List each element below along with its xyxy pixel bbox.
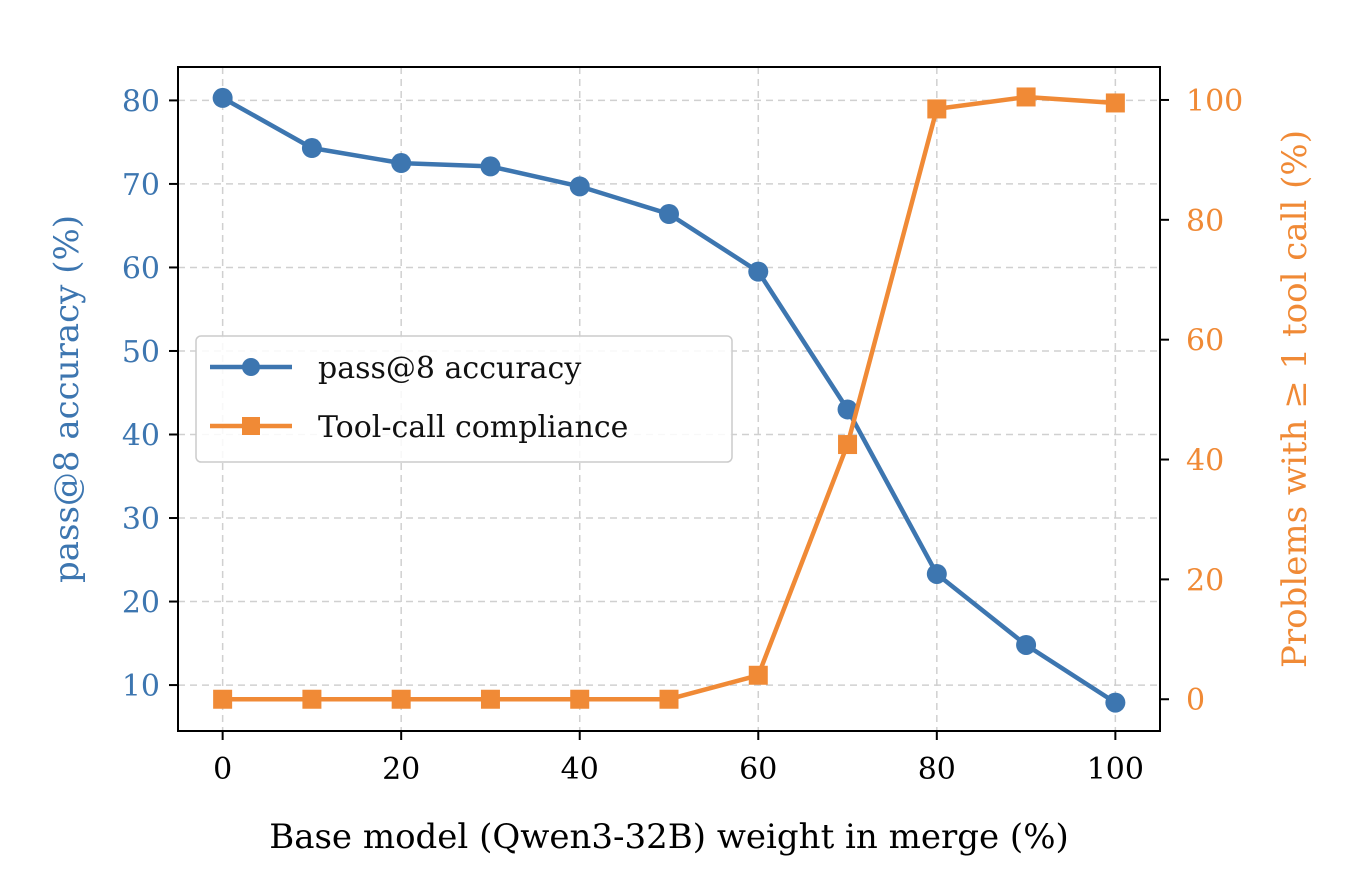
data-point-compliance	[838, 435, 858, 455]
left-y-tick-label: 60	[122, 251, 160, 286]
data-point-accuracy	[212, 87, 233, 108]
data-point-compliance	[1016, 87, 1036, 107]
x-tick-label: 40	[561, 752, 599, 787]
x-tick-label: 0	[213, 752, 232, 787]
data-point-accuracy	[926, 563, 947, 584]
x-tick-label: 60	[739, 752, 777, 787]
axis-ticks: 0 20 40 60 80 100 10 20 30 40 50 60 70 80 0 20 40 60 80 100	[122, 84, 1243, 787]
plot-area-frame	[177, 66, 1161, 732]
data-point-compliance	[480, 689, 500, 709]
left-y-tick-label: 30	[122, 502, 160, 537]
right-y-tick-label: 40	[1186, 444, 1224, 479]
legend: pass@8 accuracy Tool-call compliance	[195, 335, 733, 463]
data-point-accuracy	[391, 153, 412, 174]
left-y-tick-label: 10	[122, 669, 160, 704]
right-y-tick-label: 0	[1186, 683, 1205, 718]
data-point-compliance	[391, 689, 411, 709]
legend-marker-compliance	[242, 417, 260, 435]
data-point-accuracy	[837, 399, 858, 420]
data-point-compliance	[302, 689, 322, 709]
legend-marker-accuracy	[242, 358, 260, 376]
data-point-accuracy	[1016, 634, 1037, 655]
left-y-axis-title: pass@8 accuracy (%)	[47, 215, 87, 583]
left-y-tick-label: 80	[122, 84, 160, 119]
left-y-tick-label: 20	[122, 586, 160, 621]
data-point-accuracy	[1105, 692, 1126, 713]
right-y-tick-label: 60	[1186, 324, 1224, 359]
data-point-compliance	[927, 99, 947, 119]
data-point-compliance	[213, 689, 233, 709]
legend-label-compliance: Tool-call compliance	[318, 410, 628, 445]
data-point-compliance	[748, 665, 768, 685]
data-point-compliance	[659, 689, 679, 709]
data-point-accuracy	[480, 156, 501, 177]
data-point-accuracy	[569, 176, 590, 197]
x-tick-label: 20	[382, 752, 420, 787]
data-point-accuracy	[301, 138, 322, 159]
x-tick-label: 100	[1087, 752, 1144, 787]
left-y-tick-label: 70	[122, 168, 160, 203]
right-y-tick-label: 100	[1186, 84, 1243, 119]
data-point-accuracy	[748, 261, 769, 282]
left-y-tick-label: 40	[122, 418, 160, 453]
legend-box	[195, 335, 733, 463]
series-layer	[212, 87, 1126, 713]
data-point-accuracy	[659, 203, 679, 224]
right-y-tick-label: 80	[1186, 204, 1224, 239]
x-tick-label: 80	[918, 752, 956, 787]
legend-label-accuracy: pass@8 accuracy	[318, 351, 581, 386]
data-point-compliance	[1105, 93, 1125, 113]
data-point-compliance	[570, 689, 590, 709]
left-y-tick-label: 50	[122, 335, 160, 370]
right-y-tick-label: 20	[1186, 563, 1224, 598]
x-axis-title: Base model (Qwen3-32B) weight in merge (…	[269, 817, 1069, 857]
right-y-axis-title: Problems with ≥ 1 tool call (%)	[1275, 130, 1315, 668]
